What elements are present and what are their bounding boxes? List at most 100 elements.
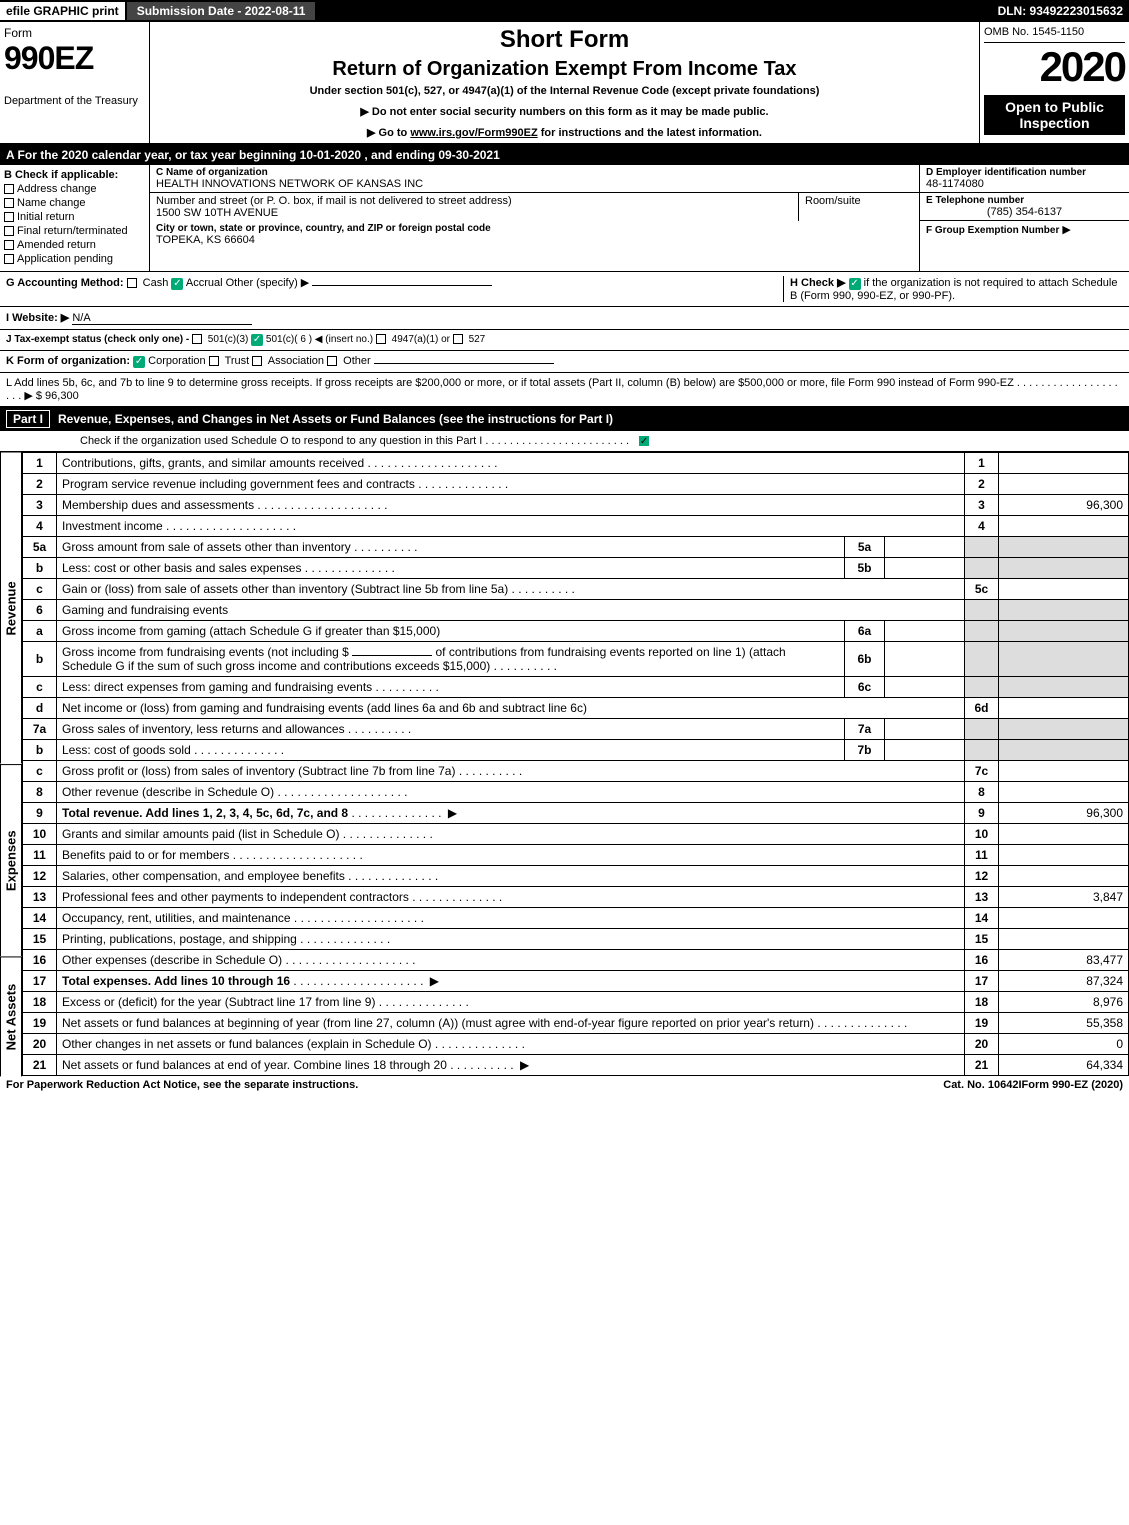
check-other-org[interactable]	[327, 356, 337, 366]
b-label: B Check if applicable:	[4, 169, 145, 181]
check-assoc[interactable]	[252, 356, 262, 366]
form-number: 990EZ	[4, 40, 145, 77]
check-address-change[interactable]: Address change	[4, 183, 145, 195]
open-public: Open to Public	[988, 99, 1121, 115]
check-name-change[interactable]: Name change	[4, 197, 145, 209]
6b-contrib-blank[interactable]	[352, 655, 432, 656]
right-info: D Employer identification number 48-1174…	[919, 165, 1129, 271]
l-text: L Add lines 5b, 6c, and 7b to line 9 to …	[6, 377, 1014, 389]
header-right: OMB No. 1545-1150 2020 Open to Public In…	[979, 22, 1129, 143]
line-7a: 7a Gross sales of inventory, less return…	[23, 719, 1129, 740]
line-6c: c Less: direct expenses from gaming and …	[23, 677, 1129, 698]
line-1: 1 Contributions, gifts, grants, and simi…	[23, 453, 1129, 474]
directive-post: for instructions and the latest informat…	[541, 127, 762, 139]
check-501c[interactable]: ✓	[251, 334, 263, 346]
check-note-text: Check if the organization used Schedule …	[80, 435, 482, 447]
tax-exempt-row: J Tax-exempt status (check only one) - 5…	[0, 330, 1129, 351]
side-labels: Revenue Expenses Net Assets	[0, 452, 22, 1076]
check-cash[interactable]	[127, 278, 137, 288]
line-7b: b Less: cost of goods sold 7b	[23, 740, 1129, 761]
check-final-return[interactable]: Final return/terminated	[4, 225, 145, 237]
line-20: 20 Other changes in net assets or fund b…	[23, 1034, 1129, 1055]
form-label: Form	[4, 26, 145, 40]
side-expenses: Expenses	[0, 764, 22, 956]
lines-table: 1 Contributions, gifts, grants, and simi…	[22, 452, 1129, 1076]
directive-link: ▶ Go to www.irs.gov/Form990EZ for instru…	[158, 126, 971, 139]
line-21: 21 Net assets or fund balances at end of…	[23, 1055, 1129, 1076]
inspection-box: Open to Public Inspection	[984, 95, 1125, 135]
footer-right: Form 990-EZ (2020)	[1022, 1079, 1123, 1091]
e-label: E Telephone number	[926, 195, 1123, 206]
schedule-o-check[interactable]: ✓	[638, 435, 650, 447]
side-revenue: Revenue	[0, 452, 22, 764]
schedule-b-check: H Check ▶ ✓ if the organization is not r…	[783, 276, 1123, 302]
line-9: 9 Total revenue. Add lines 1, 2, 3, 4, 5…	[23, 803, 1129, 824]
footer-left: For Paperwork Reduction Act Notice, see …	[6, 1079, 943, 1091]
inspection: Inspection	[988, 115, 1121, 131]
check-sched-b[interactable]: ✓	[849, 278, 861, 290]
org-name: HEALTH INNOVATIONS NETWORK OF KANSAS INC	[156, 178, 913, 190]
d-label: D Employer identification number	[926, 167, 1123, 178]
meta-g-h: G Accounting Method: Cash ✓ Accrual Othe…	[0, 272, 1129, 307]
street-row: Number and street (or P. O. box, if mail…	[150, 193, 919, 221]
check-app-pending[interactable]: Application pending	[4, 253, 145, 265]
room-label: Room/suite	[805, 195, 913, 207]
part1-grid: Revenue Expenses Net Assets 1 Contributi…	[0, 452, 1129, 1076]
short-form-title: Short Form	[158, 26, 971, 54]
tax-year: 2020	[984, 43, 1125, 91]
line-5b: b Less: cost or other basis and sales ex…	[23, 558, 1129, 579]
line-16: 16 Other expenses (describe in Schedule …	[23, 950, 1129, 971]
line-10: 10 Grants and similar amounts paid (list…	[23, 824, 1129, 845]
line-5a: 5a Gross amount from sale of assets othe…	[23, 537, 1129, 558]
footer-mid: Cat. No. 10642I	[943, 1079, 1021, 1091]
other-org-line[interactable]	[374, 363, 554, 364]
city-label: City or town, state or province, country…	[156, 223, 913, 234]
group-exemption-block: F Group Exemption Number ▶	[920, 221, 1129, 238]
line-7c: c Gross profit or (loss) from sales of i…	[23, 761, 1129, 782]
irs-link[interactable]: www.irs.gov/Form990EZ	[410, 127, 537, 139]
dln-number: DLN: 93492223015632	[998, 4, 1129, 18]
check-trust[interactable]	[209, 356, 219, 366]
check-4947[interactable]	[376, 334, 386, 344]
line-8: 8 Other revenue (describe in Schedule O)…	[23, 782, 1129, 803]
check-501c3[interactable]	[192, 334, 202, 344]
header-left: Form 990EZ Department of the Treasury	[0, 22, 150, 143]
part1-title: Revenue, Expenses, and Changes in Net As…	[58, 412, 613, 426]
line-12: 12 Salaries, other compensation, and emp…	[23, 866, 1129, 887]
org-name-block: C Name of organization HEALTH INNOVATION…	[150, 165, 919, 193]
subsection-text: Under section 501(c), 527, or 4947(a)(1)…	[158, 85, 971, 97]
check-note-dots: . . . . . . . . . . . . . . . . . . . . …	[485, 435, 629, 447]
line-13: 13 Professional fees and other payments …	[23, 887, 1129, 908]
part1-checknote: Check if the organization used Schedule …	[0, 431, 1129, 452]
period-bar: A For the 2020 calendar year, or tax yea…	[0, 145, 1129, 165]
check-accrual[interactable]: ✓	[171, 278, 183, 290]
check-527[interactable]	[453, 334, 463, 344]
phone-value: (785) 354-6137	[926, 206, 1123, 218]
form-org-row: K Form of organization: ✓ Corporation Tr…	[0, 351, 1129, 373]
other-specify-line[interactable]	[312, 285, 492, 286]
room-block: Room/suite	[799, 193, 919, 221]
k-label: K Form of organization:	[6, 355, 130, 367]
j-label: J Tax-exempt status (check only one) -	[6, 334, 189, 345]
street-label: Number and street (or P. O. box, if mail…	[156, 195, 792, 207]
city-value: TOPEKA, KS 66604	[156, 234, 913, 246]
ein-value: 48-1174080	[926, 178, 1123, 190]
submission-date: Submission Date - 2022-08-11	[125, 2, 318, 20]
check-corp[interactable]: ✓	[133, 356, 145, 368]
f-arrow: ▶	[1062, 224, 1070, 236]
line-19: 19 Net assets or fund balances at beginn…	[23, 1013, 1129, 1034]
check-initial-return[interactable]: Initial return	[4, 211, 145, 223]
f-label: F Group Exemption Number	[926, 225, 1059, 236]
check-amended[interactable]: Amended return	[4, 239, 145, 251]
directive-pre: ▶ Go to	[367, 127, 410, 139]
line-11: 11 Benefits paid to or for members 11	[23, 845, 1129, 866]
org-info: C Name of organization HEALTH INNOVATION…	[150, 165, 919, 271]
line-4: 4 Investment income 4	[23, 516, 1129, 537]
line-15: 15 Printing, publications, postage, and …	[23, 929, 1129, 950]
c-label: C Name of organization	[156, 167, 913, 178]
accounting-method: G Accounting Method: Cash ✓ Accrual Othe…	[6, 276, 783, 302]
ein-block: D Employer identification number 48-1174…	[920, 165, 1129, 193]
footer: For Paperwork Reduction Act Notice, see …	[0, 1076, 1129, 1094]
line-6: 6 Gaming and fundraising events	[23, 600, 1129, 621]
department-label: Department of the Treasury	[4, 95, 145, 107]
